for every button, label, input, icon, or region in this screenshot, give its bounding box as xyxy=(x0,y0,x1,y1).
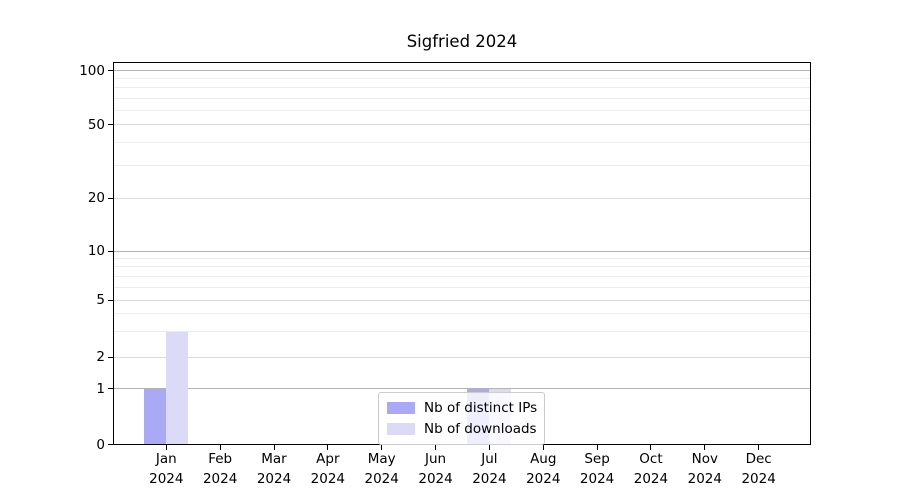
y-tick-label-20: 20 xyxy=(87,190,105,206)
y-tick-mark-5 xyxy=(108,299,113,301)
x-tick-mark-oct xyxy=(650,444,652,450)
x-tick-mark-apr xyxy=(327,444,329,450)
y-tick-mark-50 xyxy=(108,124,113,125)
x-tick-label-jun: Jun 2024 xyxy=(418,451,453,487)
y-tick-mark-2 xyxy=(108,356,113,358)
y-tick-label-2: 2 xyxy=(96,349,105,365)
y-tick-label-10: 10 xyxy=(87,243,105,259)
y-tick-mark-1 xyxy=(108,388,113,389)
y-tick-label-1: 1 xyxy=(96,380,105,397)
minor-gridline-40 xyxy=(113,141,811,143)
x-tick-label-sep: Sep 2024 xyxy=(579,451,615,487)
x-tick-label-feb: Feb 2024 xyxy=(202,451,238,487)
legend-item-downloads: Nb of downloads xyxy=(387,419,537,440)
x-tick-mark-may xyxy=(381,444,383,450)
x-tick-mark-jul xyxy=(488,444,490,450)
x-tick-mark-sep xyxy=(596,444,598,450)
legend-item-distinct-ips: Nb of distinct IPs xyxy=(387,398,538,419)
x-tick-mark-dec xyxy=(758,444,760,450)
y-tick-mark-10 xyxy=(108,250,113,252)
x-tick-mark-mar xyxy=(273,444,275,450)
minor-gridline-8 xyxy=(113,266,811,268)
chart-title: Sigfried 2024 xyxy=(406,32,518,51)
minor-gridline-60 xyxy=(113,109,811,111)
minor-gridline-4 xyxy=(113,313,811,315)
major-gridline-1 xyxy=(113,388,811,389)
y-tick-mark-0 xyxy=(108,444,113,445)
x-tick-label-nov: Nov 2024 xyxy=(687,451,722,487)
bar-downloads-jan xyxy=(166,331,189,445)
x-tick-mark-jan xyxy=(165,444,167,450)
minor-gridline-30 xyxy=(113,164,811,166)
gridline-20 xyxy=(113,197,811,199)
major-gridline-10 xyxy=(113,250,811,252)
y-tick-label-100: 100 xyxy=(79,62,105,79)
y-tick-label-0: 0 xyxy=(96,436,105,453)
legend-label-distinct-ips: Nb of distinct IPs xyxy=(424,400,538,416)
major-gridline-100 xyxy=(113,70,811,71)
x-tick-label-apr: Apr 2024 xyxy=(310,451,346,487)
x-tick-label-aug: Aug 2024 xyxy=(526,451,561,487)
y-tick-label-5: 5 xyxy=(96,292,105,308)
x-tick-label-dec: Dec 2024 xyxy=(741,451,776,487)
minor-gridline-70 xyxy=(113,97,811,99)
x-tick-mark-aug xyxy=(542,444,544,450)
x-tick-mark-feb xyxy=(219,444,221,450)
y-tick-mark-100 xyxy=(108,70,113,71)
x-tick-mark-jun xyxy=(435,444,437,450)
x-tick-label-jan: Jan 2024 xyxy=(149,451,184,487)
minor-gridline-7 xyxy=(113,275,811,277)
minor-gridline-6 xyxy=(113,286,811,288)
legend-label-downloads: Nb of downloads xyxy=(424,421,537,437)
x-tick-label-oct: Oct 2024 xyxy=(633,451,669,487)
legend-swatch-downloads xyxy=(387,423,415,435)
x-tick-label-mar: Mar 2024 xyxy=(256,451,292,487)
minor-gridline-9 xyxy=(113,257,811,259)
x-tick-mark-nov xyxy=(704,444,706,450)
y-tick-label-50: 50 xyxy=(87,116,105,133)
x-tick-label-jul: Jul 2024 xyxy=(472,451,507,487)
minor-gridline-90 xyxy=(113,78,811,80)
gridline-2 xyxy=(113,356,811,358)
legend: Nb of distinct IPs Nb of downloads xyxy=(378,391,545,445)
gridline-5 xyxy=(113,299,811,301)
minor-gridline-3 xyxy=(113,331,811,333)
minor-gridline-80 xyxy=(113,87,811,89)
legend-swatch-distinct-ips xyxy=(387,402,415,414)
y-tick-mark-20 xyxy=(108,197,113,199)
x-tick-label-may: May 2024 xyxy=(364,451,399,487)
gridline-50 xyxy=(113,124,811,125)
bar-distinct-ips-jan xyxy=(144,388,167,445)
